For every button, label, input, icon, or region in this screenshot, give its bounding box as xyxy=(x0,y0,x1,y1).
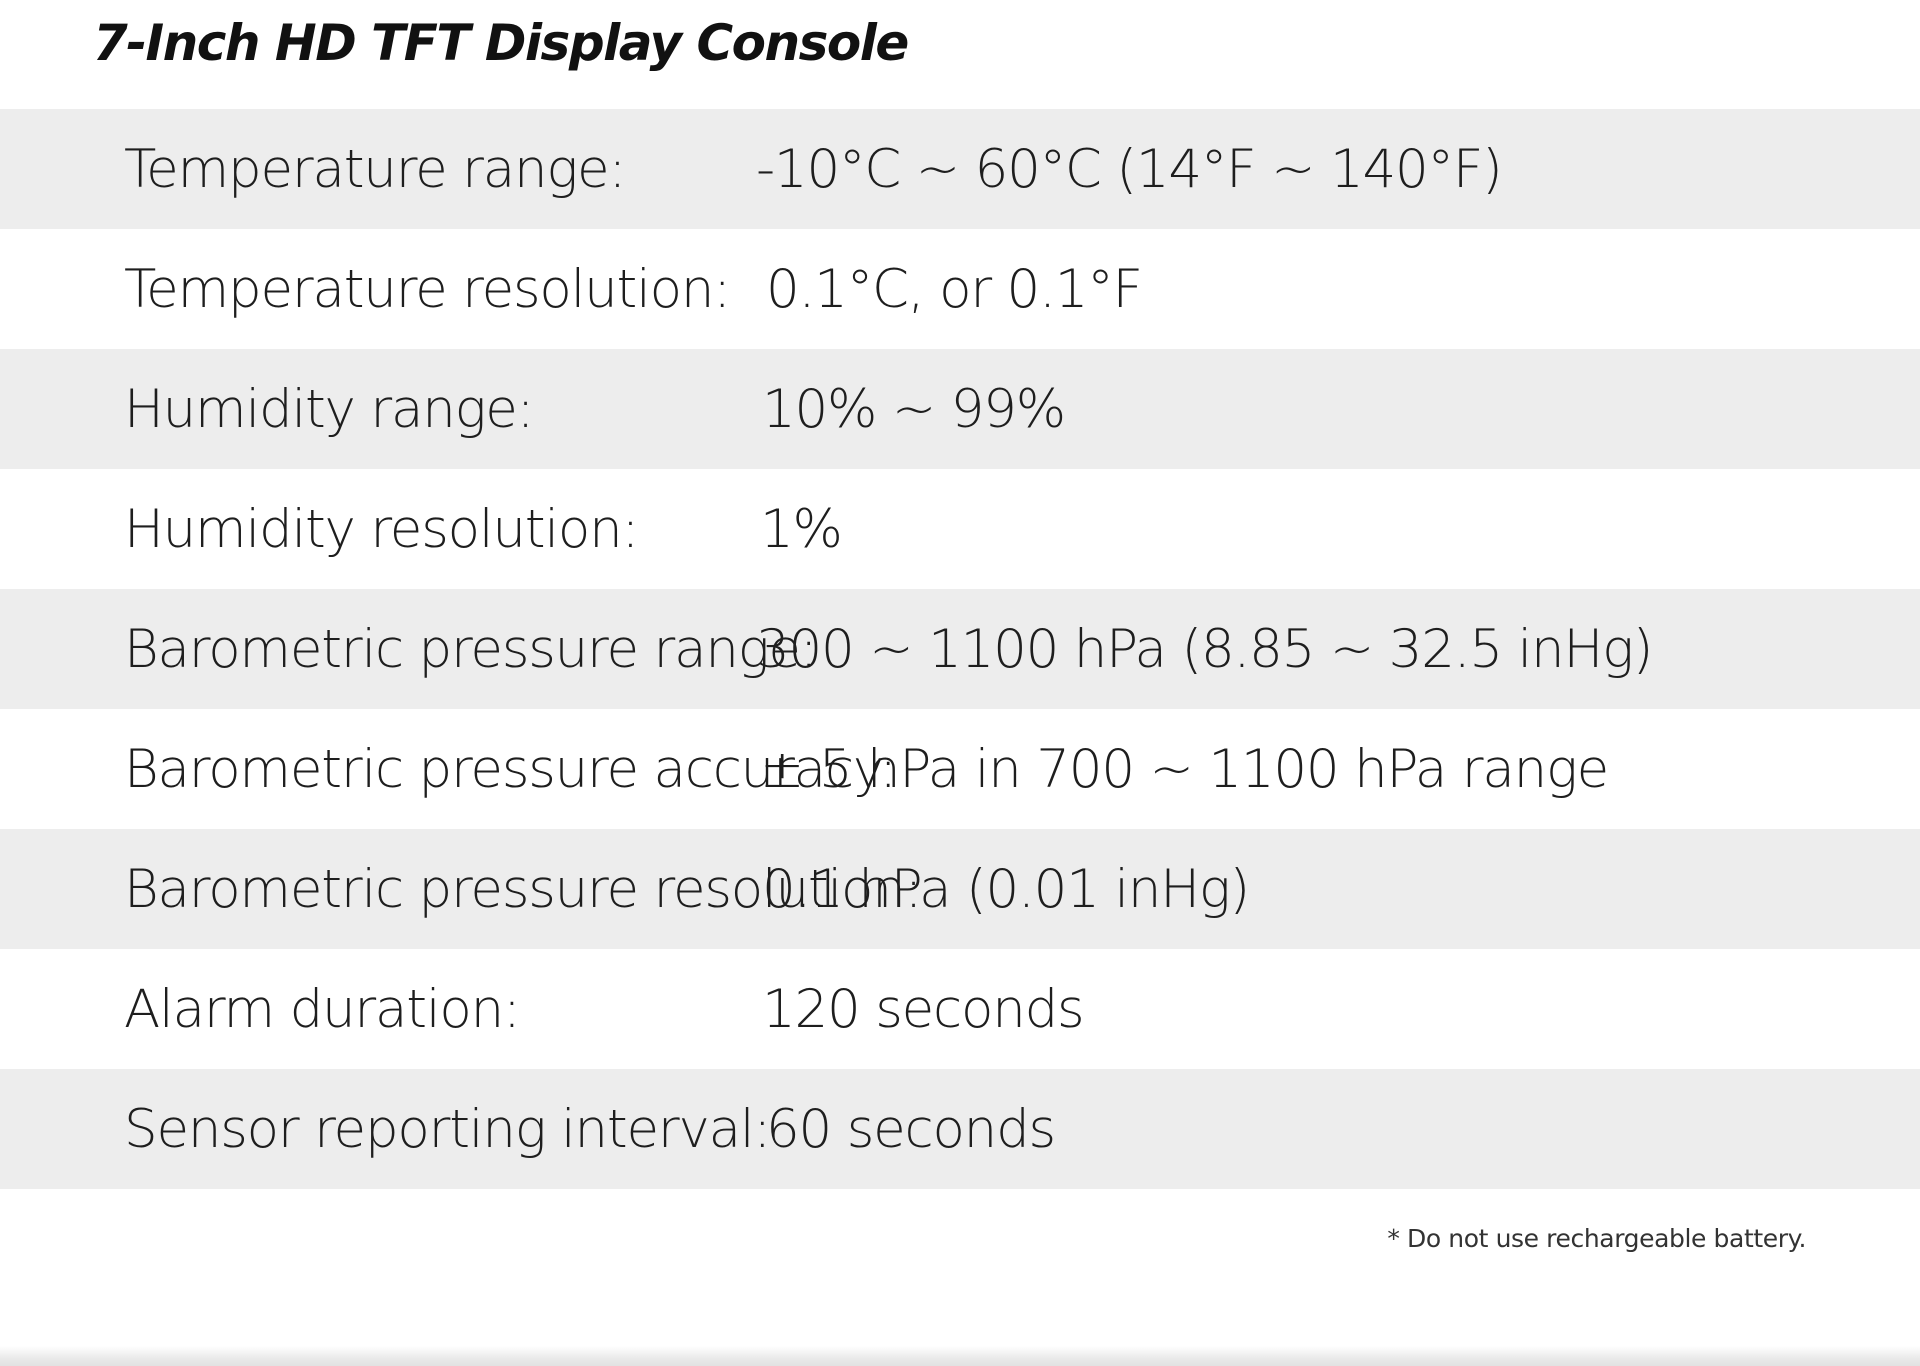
spec-label: Temperature range: xyxy=(124,138,626,200)
spec-value: 1% xyxy=(760,498,843,560)
battery-footnote: * Do not use rechargeable battery. xyxy=(1387,1224,1806,1253)
spec-row-barometric-pressure-range: Barometric pressure range: 300 ~ 1100 hP… xyxy=(0,589,1920,709)
spec-row-humidity-range: Humidity range: 10% ~ 99% xyxy=(0,349,1920,469)
spec-row-sensor-reporting-interval: Sensor reporting interval: 60 seconds xyxy=(0,1069,1920,1189)
spec-value: -10°C ~ 60°C (14°F ~ 140°F) xyxy=(756,138,1503,200)
page-title: 7-Inch HD TFT Display Console xyxy=(93,14,909,72)
spec-row-barometric-pressure-resolution: Barometric pressure resolution: 0.1 hPa … xyxy=(0,829,1920,949)
spec-table: Temperature range: -10°C ~ 60°C (14°F ~ … xyxy=(0,109,1920,1189)
spec-row-humidity-resolution: Humidity resolution: 1% xyxy=(0,469,1920,589)
spec-value: ± 5 hPa in 700 ~ 1100 hPa range xyxy=(760,738,1609,800)
spec-label: Temperature resolution: xyxy=(124,258,731,320)
spec-label: Humidity resolution: xyxy=(124,498,639,560)
spec-value: 0.1°C, or 0.1°F xyxy=(766,258,1143,320)
spec-label: Sensor reporting interval: xyxy=(124,1098,771,1160)
spec-row-temperature-resolution: Temperature resolution: 0.1°C, or 0.1°F xyxy=(0,229,1920,349)
spec-label: Alarm duration: xyxy=(124,978,521,1040)
spec-value: 300 ~ 1100 hPa (8.85 ~ 32.5 inHg) xyxy=(756,618,1653,680)
spec-row-temperature-range: Temperature range: -10°C ~ 60°C (14°F ~ … xyxy=(0,109,1920,229)
spec-label: Barometric pressure accuracy: xyxy=(124,738,897,800)
spec-label: Barometric pressure resolution: xyxy=(124,858,922,920)
spec-row-barometric-pressure-accuracy: Barometric pressure accuracy: ± 5 hPa in… xyxy=(0,709,1920,829)
spec-value: 60 seconds xyxy=(766,1098,1056,1160)
spec-value: 0.1 hPa (0.01 inHg) xyxy=(762,858,1250,920)
spec-value: 10% ~ 99% xyxy=(762,378,1066,440)
spec-value: 120 seconds xyxy=(762,978,1085,1040)
spec-label: Barometric pressure range: xyxy=(124,618,818,680)
bottom-divider xyxy=(0,1346,1920,1366)
spec-label: Humidity range: xyxy=(124,378,534,440)
spec-row-alarm-duration: Alarm duration: 120 seconds xyxy=(0,949,1920,1069)
